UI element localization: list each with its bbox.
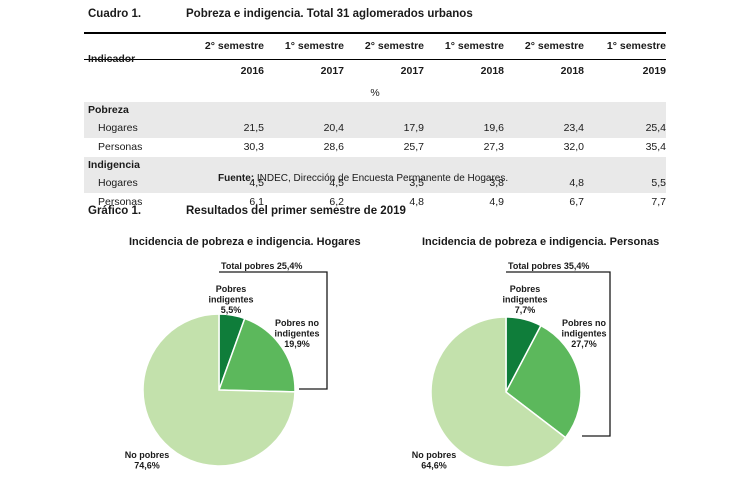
table-cell: 4,5 — [264, 174, 344, 193]
table-cell: 25,7 — [403, 141, 424, 153]
total-pobres-label: Total pobres 35,4% — [508, 261, 589, 271]
unit-label: % — [370, 87, 380, 99]
table-row: Hogares 21,5 20,4 17,9 19,6 23,4 25,4 — [84, 119, 666, 138]
table-cell: 28,6 — [323, 141, 344, 153]
table-cell: 6,1 — [249, 196, 264, 208]
table-cell: 4,5 — [184, 174, 264, 193]
pie-slice-no-indigentes — [505, 324, 582, 439]
unit-row: % — [84, 84, 666, 102]
table-cell: 25,4 — [584, 119, 666, 138]
column-header-period: 2° semestre 2017 — [364, 40, 424, 77]
table-cell: 20,4 — [264, 119, 344, 138]
table-cell: 17,9 — [344, 119, 424, 138]
row-label: Hogares — [84, 119, 184, 138]
row-label: Hogares — [84, 174, 184, 193]
row-label: Personas — [98, 141, 143, 153]
table-row: Hogares 4,5 4,5 3,5 3,8 4,8 5,5 — [84, 174, 666, 193]
column-header-period: 2° semestre 2016 — [204, 40, 264, 77]
slice-label: Pobres indigentes 5,5% — [208, 284, 253, 315]
table-cell: 5,5 — [584, 174, 666, 193]
slice-label: Pobres no indigentes 19,9% — [274, 318, 319, 349]
row-label: Personas — [98, 196, 143, 208]
table-label: Cuadro 1. — [88, 8, 142, 20]
table-title: Pobreza e indigencia. Total 31 aglomerad… — [186, 8, 473, 20]
chart-figure-label: Gráfico 1. — [88, 205, 142, 217]
source-text: INDEC, Dirección de Encuesta Permanente … — [254, 173, 509, 184]
section-label: Pobreza — [84, 102, 666, 119]
source-label: Fuente: — [218, 173, 255, 184]
slice-label: Pobres indigentes 7,7% — [502, 284, 547, 315]
section-row-indigencia: Indigencia — [84, 157, 666, 174]
table-source: Fuente: INDEC, Dirección de Encuesta Per… — [218, 173, 508, 184]
table-cell: 32,0 — [563, 141, 584, 153]
table-header-rule — [84, 59, 666, 60]
total-bracket — [219, 271, 328, 390]
slice-label: No pobres 64,6% — [412, 450, 457, 471]
table-cell: 21,5 — [184, 119, 264, 138]
table-cell: 4,8 — [504, 174, 584, 193]
table-cell: 19,6 — [424, 119, 504, 138]
table-cell: 27,3 — [483, 141, 504, 153]
table-cell: 4,9 — [489, 196, 504, 208]
table-cell: 7,7 — [651, 196, 666, 208]
column-header-indicator: Indicador — [88, 52, 136, 65]
table-row: Personas 6,1 6,2 4,8 4,9 6,7 7,7 — [84, 193, 666, 212]
pie-slice-no-indigentes — [217, 317, 296, 393]
table-header-row: Indicador 2° semestre 2016 1° semestre 2… — [84, 34, 666, 84]
table-cell: 23,4 — [504, 119, 584, 138]
section-label: Indigencia — [84, 157, 666, 174]
total-bracket — [506, 271, 611, 437]
pie-slice-no-pobres — [430, 316, 567, 468]
column-header-period: 2° semestre 2018 — [524, 40, 584, 77]
table-cell: 4,8 — [409, 196, 424, 208]
total-pobres-label: Total pobres 25,4% — [221, 261, 302, 271]
poverty-table: Indicador 2° semestre 2016 1° semestre 2… — [84, 34, 666, 212]
table-top-rule — [84, 32, 666, 34]
table-cell: 6,7 — [569, 196, 584, 208]
chart-title-personas: Incidencia de pobreza e indigencia. Pers… — [422, 236, 660, 248]
slice-label: No pobres 74,6% — [125, 450, 170, 471]
slice-label: Pobres no indigentes 27,7% — [561, 318, 606, 349]
table-cell: 3,8 — [424, 174, 504, 193]
column-header-period: 1° semestre 2018 — [444, 40, 504, 77]
table-cell: 6,2 — [329, 196, 344, 208]
table-cell: 3,5 — [344, 174, 424, 193]
column-header-period: 1° semestre 2017 — [284, 40, 344, 77]
table-cell: 35,4 — [645, 141, 666, 153]
pie-slice-no-pobres — [142, 313, 296, 467]
table-row: Personas 30,3 28,6 25,7 27,3 32,0 35,4 — [84, 138, 666, 157]
section-row-pobreza: Pobreza — [84, 102, 666, 119]
chart-title-hogares: Incidencia de pobreza e indigencia. Hoga… — [129, 236, 361, 248]
table-cell: 30,3 — [243, 141, 264, 153]
column-header-period: 1° semestre 2019 — [606, 40, 666, 77]
chart-figure-title: Resultados del primer semestre de 2019 — [186, 205, 406, 217]
